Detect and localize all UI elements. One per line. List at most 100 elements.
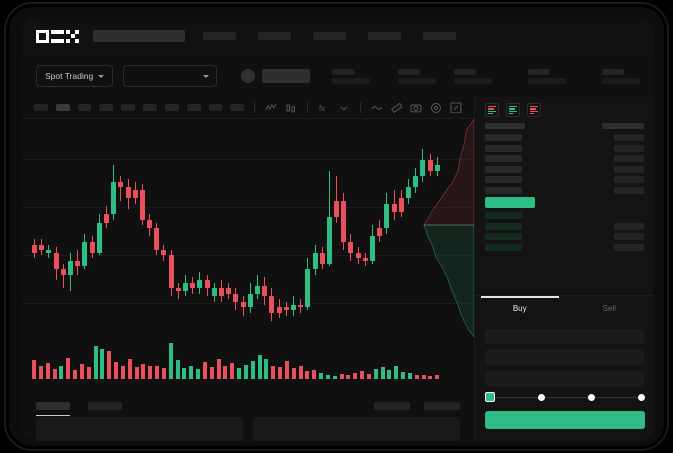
order-field-total[interactable]	[485, 371, 644, 386]
volume-bar	[264, 359, 269, 379]
ruler-icon[interactable]	[390, 102, 403, 114]
market-stats-left	[332, 68, 437, 84]
timeframe-button[interactable]	[77, 104, 92, 111]
stat-block	[454, 68, 492, 84]
tab-open-orders[interactable]	[36, 402, 70, 416]
top-navigation-bar	[22, 17, 654, 55]
wave-icon[interactable]	[371, 102, 383, 114]
timeframe-button[interactable]	[121, 104, 136, 111]
order-field-amount[interactable]	[485, 350, 644, 365]
order-book-bid-row[interactable]	[485, 222, 644, 230]
timeframe-button[interactable]	[186, 104, 201, 111]
stepper-dot[interactable]	[588, 393, 595, 401]
asks-only-icon[interactable]	[527, 103, 541, 117]
order-book-ask-row[interactable]	[485, 176, 644, 183]
orders-action-2[interactable]	[424, 402, 460, 410]
volume-bar	[66, 358, 71, 379]
timeframe-button[interactable]	[34, 104, 48, 111]
both-sides-icon[interactable]	[485, 103, 499, 117]
tab-sell[interactable]: Sell	[602, 304, 616, 313]
volume-bar	[360, 370, 364, 379]
volume-bar	[325, 375, 330, 379]
stepper-dot[interactable]	[538, 393, 545, 401]
tablet-device-frame: Spot Trading	[6, 4, 667, 449]
candlestick-icon[interactable]	[285, 102, 297, 114]
orders-panel-right	[253, 417, 460, 441]
tab-order-history[interactable]	[88, 402, 122, 410]
order-book-bid-row[interactable]	[485, 212, 644, 219]
order-amount-stepper[interactable]	[485, 391, 645, 403]
volume-bar	[175, 360, 180, 379]
volume-bar	[257, 354, 262, 379]
stat-block	[528, 68, 566, 84]
timeframe-button[interactable]	[208, 104, 223, 111]
order-book-ask-row[interactable]	[485, 144, 644, 152]
global-search-input[interactable]	[93, 30, 185, 42]
logo-square-o	[36, 29, 49, 43]
orders-panel-left	[36, 417, 243, 441]
order-field-price[interactable]	[485, 329, 644, 344]
nav-item-4[interactable]	[368, 32, 401, 40]
fullscreen-icon[interactable]	[450, 101, 462, 114]
tab-buy[interactable]: Buy	[475, 296, 565, 321]
volume-bar	[120, 365, 125, 379]
timeframe-button[interactable]	[164, 104, 179, 111]
chevron-down-icon[interactable]	[338, 102, 350, 114]
stepper-dot[interactable]	[638, 393, 645, 401]
chart-toolbar: fx	[22, 97, 474, 119]
orders-action-1[interactable]	[374, 402, 410, 410]
nav-item-5[interactable]	[423, 32, 456, 40]
indicator-icon[interactable]: fx	[318, 102, 330, 114]
volume-bar	[52, 369, 57, 379]
settings-icon[interactable]	[430, 102, 442, 114]
submit-order-button[interactable]	[485, 411, 645, 429]
nav-item-2[interactable]	[258, 32, 291, 40]
timeframe-button-active[interactable]	[55, 104, 70, 111]
order-book[interactable]	[475, 123, 654, 297]
order-book-header	[485, 123, 644, 129]
stepper-track	[491, 396, 639, 398]
order-book-bid-row[interactable]	[485, 233, 644, 240]
nav-item-3[interactable]	[313, 32, 346, 40]
volume-bar	[155, 365, 159, 379]
order-book-rows	[485, 134, 644, 251]
volume-chart	[22, 337, 474, 395]
volume-bar	[209, 367, 214, 379]
order-book-ask-row[interactable]	[485, 165, 644, 173]
okx-logo[interactable]	[36, 29, 79, 43]
volume-bar	[298, 365, 303, 379]
trading-mode-selector[interactable]: Spot Trading	[36, 65, 114, 87]
order-book-ask-row[interactable]	[485, 186, 644, 194]
volume-bar	[127, 359, 132, 379]
volume-bar	[380, 367, 385, 379]
volume-bar	[428, 376, 433, 379]
stepper-dot-current[interactable]	[485, 392, 495, 402]
stat-block	[398, 68, 437, 84]
volume-bar	[32, 360, 36, 379]
nav-item-1[interactable]	[203, 32, 236, 40]
volume-bar	[435, 374, 440, 379]
order-book-ask-row[interactable]	[485, 134, 644, 141]
trading-mode-label: Spot Trading	[45, 71, 94, 81]
chevron-down-icon	[203, 74, 210, 78]
order-book-ask-row[interactable]	[485, 155, 644, 162]
volume-bar	[216, 359, 221, 379]
candle-series	[32, 119, 442, 337]
volume-bar	[148, 366, 153, 379]
volume-bar	[93, 345, 98, 379]
candlestick-chart[interactable]	[22, 119, 474, 337]
volume-bar	[250, 361, 255, 379]
timeframe-button[interactable]	[143, 104, 157, 111]
timeframe-button[interactable]	[99, 104, 114, 111]
volume-bar	[366, 373, 371, 379]
camera-icon[interactable]	[410, 102, 422, 114]
ticker-price-block	[241, 69, 311, 83]
column-header-amount	[602, 123, 644, 129]
order-book-bid-row[interactable]	[485, 243, 644, 251]
volume-bar	[161, 368, 166, 379]
timeframe-button[interactable]	[230, 104, 245, 111]
bids-only-icon[interactable]	[506, 103, 520, 117]
order-book-spread-row[interactable]	[485, 197, 644, 208]
line-chart-icon[interactable]	[265, 102, 277, 114]
trading-pair-selector[interactable]	[123, 65, 218, 87]
